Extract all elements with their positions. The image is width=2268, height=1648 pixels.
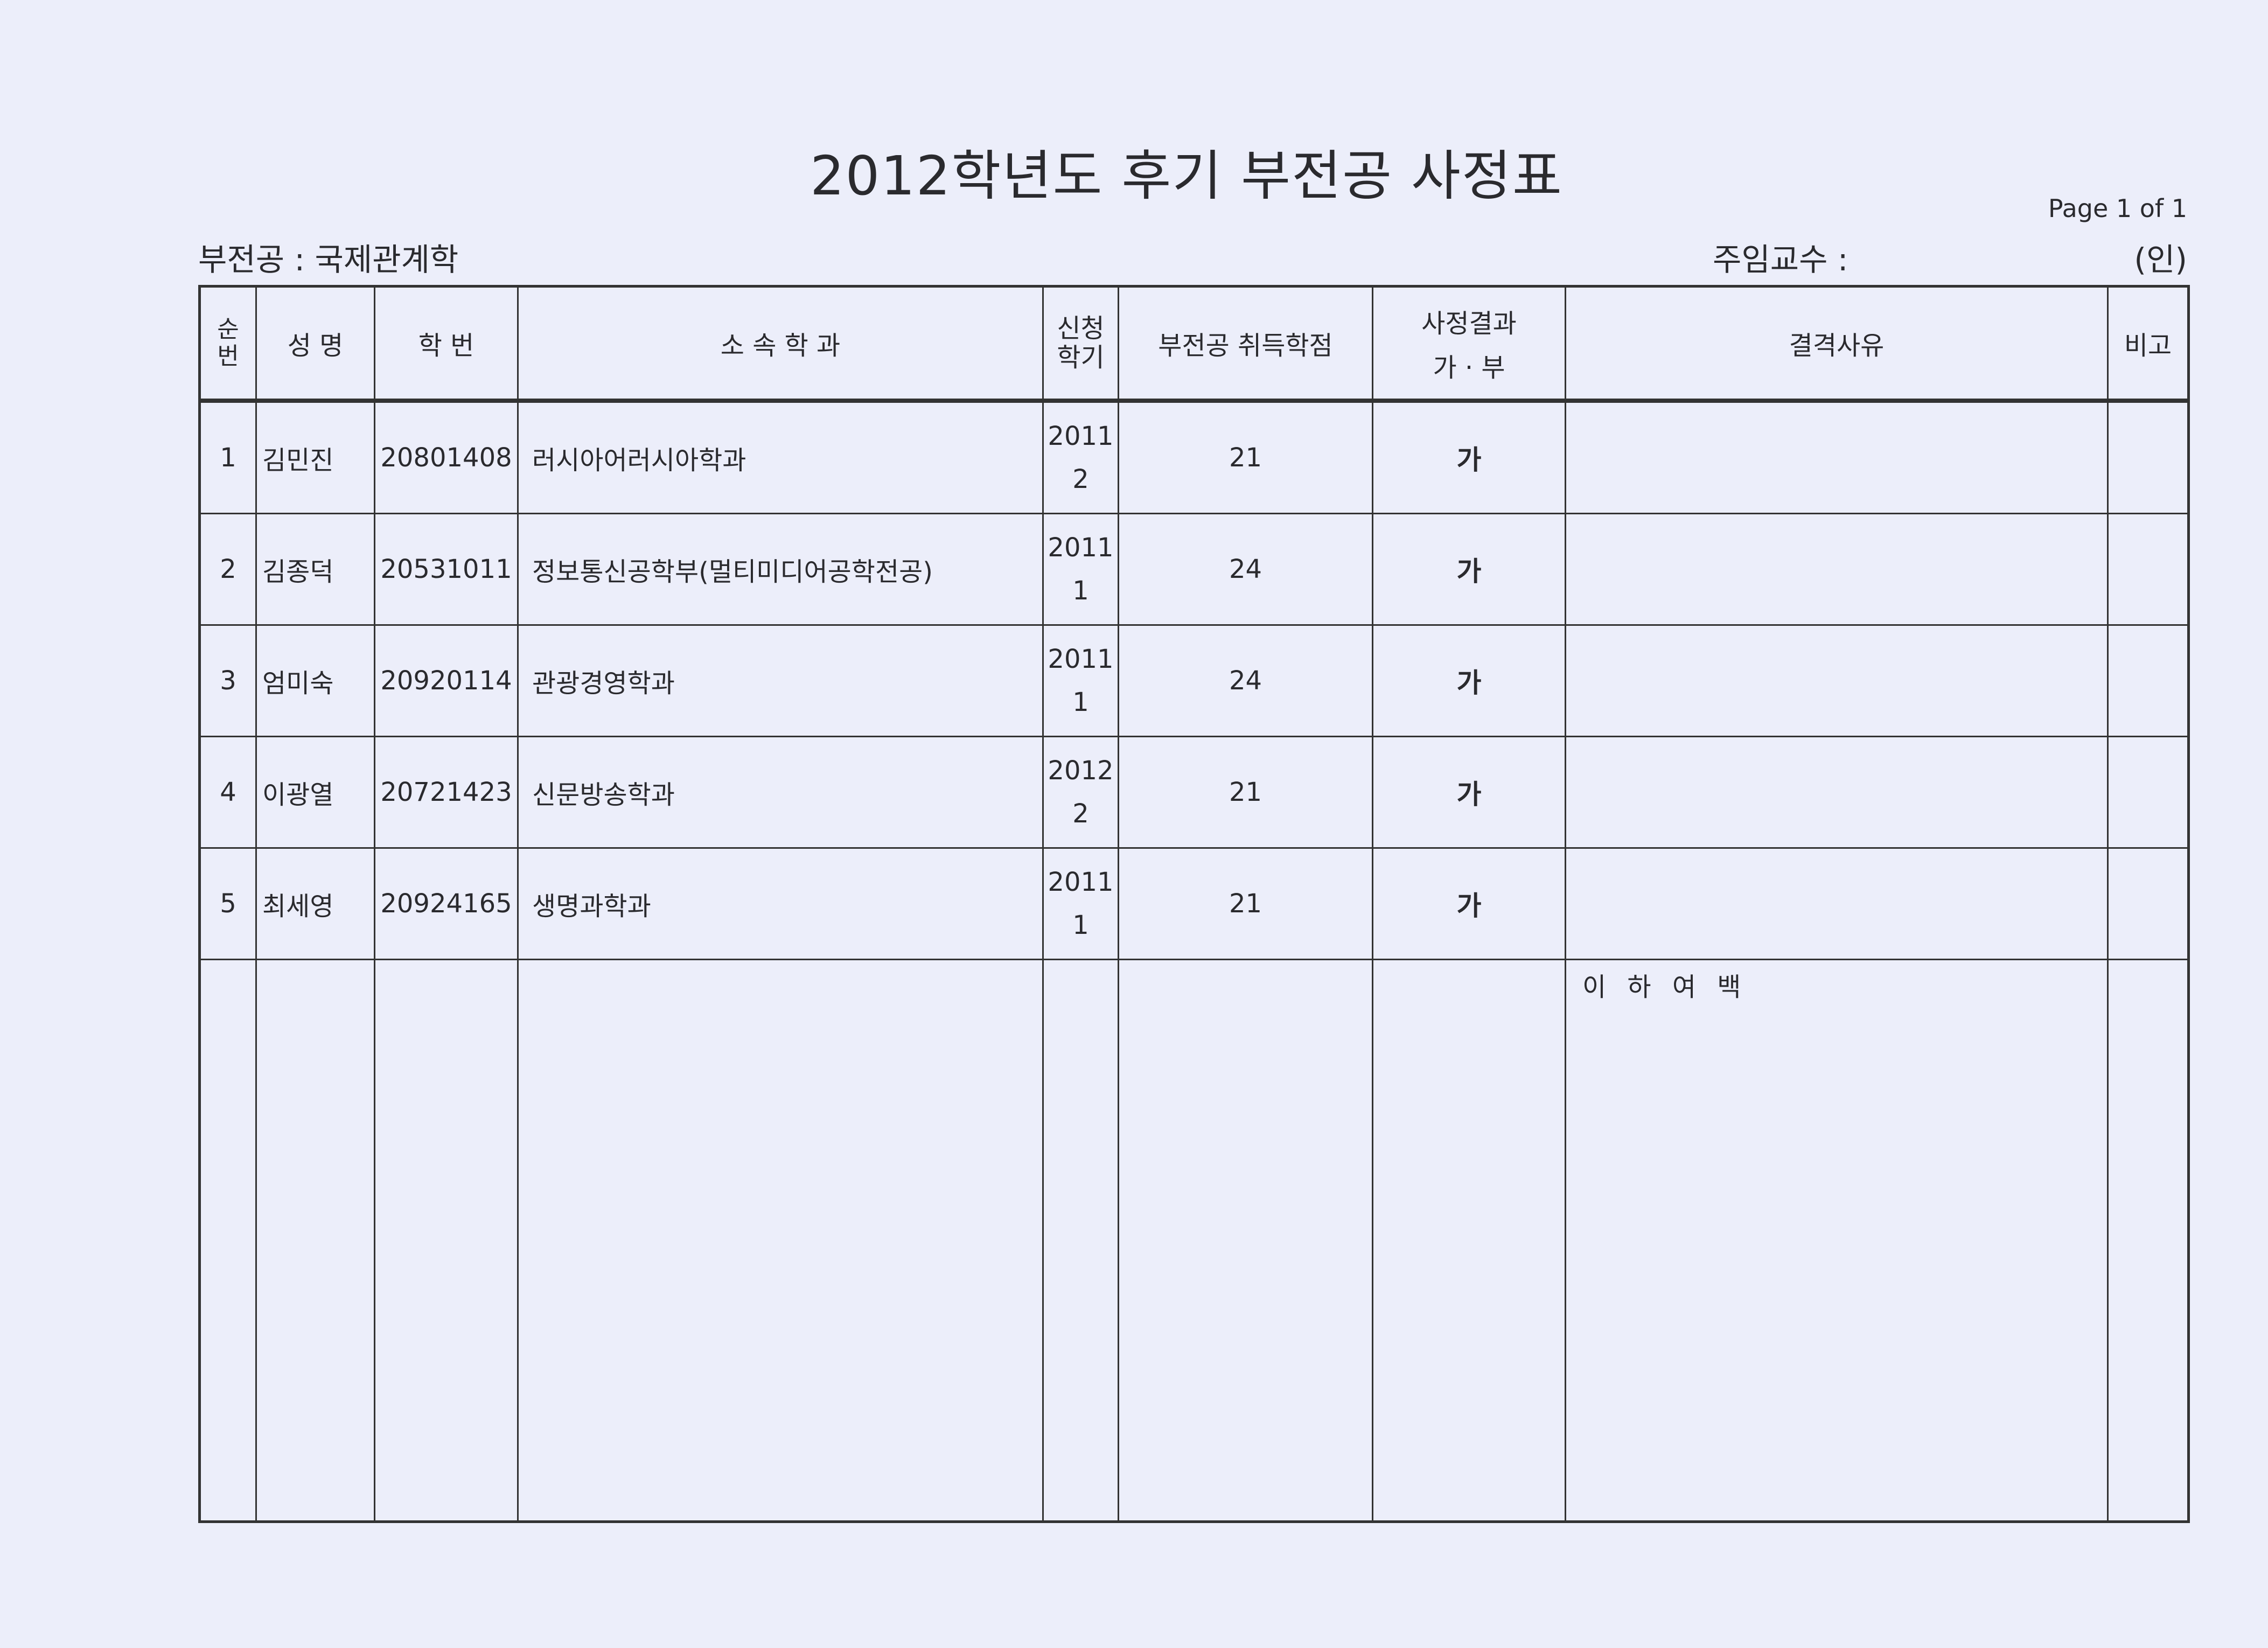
- header-result-label: 사정결과: [1421, 309, 1517, 339]
- cell-semester: 2011 2: [1042, 400, 1119, 514]
- cell-no: 2: [199, 513, 257, 626]
- blank-cell: [1118, 959, 1373, 1523]
- cell-term: 1: [1072, 576, 1089, 606]
- cell-result: 가: [1372, 847, 1566, 960]
- cell-semester: 2011 1: [1042, 624, 1119, 737]
- cell-year: 2012: [1048, 756, 1114, 786]
- cell-department: 생명과학과: [517, 847, 1044, 960]
- cell-semester: 2012 2: [1042, 736, 1119, 849]
- cell-name: 김종덕: [255, 513, 375, 626]
- cell-reason: [1565, 847, 2109, 960]
- cell-no: 5: [199, 847, 257, 960]
- cell-no: 1: [199, 400, 257, 514]
- cell-result: 가: [1372, 736, 1566, 849]
- blank-row: 이 하 여 백: [199, 959, 2189, 1523]
- header-student-id: 학 번: [374, 285, 519, 402]
- header-no: 순번: [199, 285, 257, 402]
- cell-department: 관광경영학과: [517, 624, 1044, 737]
- header-reason: 결격사유: [1565, 285, 2109, 402]
- blank-cell: [199, 959, 257, 1523]
- minor-major-label: 부전공 : 국제관계학: [198, 241, 459, 278]
- header-semester: 신청 학기: [1042, 285, 1119, 402]
- blank-cell: [1042, 959, 1119, 1523]
- cell-student-id: 20721423: [374, 736, 519, 849]
- blank-cell: [255, 959, 375, 1523]
- cell-reason: [1565, 513, 2109, 626]
- cell-credits: 21: [1118, 400, 1373, 514]
- cell-reason: [1565, 736, 2109, 849]
- cell-semester: 2011 1: [1042, 847, 1119, 960]
- header-department: 소 속 학 과: [517, 285, 1044, 402]
- cell-student-id: 20801408: [374, 400, 519, 514]
- cell-name: 이광열: [255, 736, 375, 849]
- table-row: 2 김종덕 20531011 정보통신공학부(멀티미디어공학전공) 2011 1 …: [199, 513, 2189, 626]
- cell-result: 가: [1372, 400, 1566, 514]
- cell-reason: [1565, 400, 2109, 514]
- blank-cell: [517, 959, 1044, 1523]
- cell-result: 가: [1372, 624, 1566, 737]
- blank-cell: [2107, 959, 2189, 1523]
- cell-note: [2107, 736, 2189, 849]
- cell-student-id: 20924165: [374, 847, 519, 960]
- cell-name: 최세영: [255, 847, 375, 960]
- table-row: 5 최세영 20924165 생명과학과 2011 1 21 가: [199, 847, 2189, 960]
- cell-name: 엄미숙: [255, 624, 375, 737]
- blank-cell: [374, 959, 519, 1523]
- cell-year: 2011: [1048, 421, 1114, 451]
- blank-cell: [1372, 959, 1566, 1523]
- header-note: 비고: [2107, 285, 2189, 402]
- cell-note: [2107, 624, 2189, 737]
- cell-note: [2107, 400, 2189, 514]
- cell-note: [2107, 513, 2189, 626]
- page-title: 2012학년도 후기 부전공 사정표: [810, 144, 1563, 207]
- cell-credits: 21: [1118, 736, 1373, 849]
- cell-term: 1: [1072, 910, 1089, 940]
- cell-student-id: 20920114: [374, 624, 519, 737]
- cell-department: 신문방송학과: [517, 736, 1044, 849]
- cell-note: [2107, 847, 2189, 960]
- header-result-sub: 가 · 부: [1433, 353, 1505, 383]
- cell-result: 가: [1372, 513, 1566, 626]
- cell-term: 2: [1072, 464, 1089, 494]
- cell-reason: [1565, 624, 2109, 737]
- cell-semester: 2011 1: [1042, 513, 1119, 626]
- blank-remark: 이 하 여 백: [1565, 959, 2109, 1523]
- cell-student-id: 20531011: [374, 513, 519, 626]
- cell-name: 김민진: [255, 400, 375, 514]
- cell-department: 정보통신공학부(멀티미디어공학전공): [517, 513, 1044, 626]
- cell-year: 2011: [1048, 533, 1114, 563]
- cell-year: 2011: [1048, 867, 1114, 897]
- cell-no: 4: [199, 736, 257, 849]
- table-row: 3 엄미숙 20920114 관광경영학과 2011 1 24 가: [199, 624, 2189, 737]
- cell-term: 1: [1072, 687, 1089, 717]
- cell-term: 2: [1072, 799, 1089, 829]
- cell-credits: 24: [1118, 624, 1373, 737]
- cell-credits: 24: [1118, 513, 1373, 626]
- seal-label: (인): [2134, 241, 2187, 278]
- cell-no: 3: [199, 624, 257, 737]
- table-row: 4 이광열 20721423 신문방송학과 2012 2 21 가: [199, 736, 2189, 849]
- header-name: 성 명: [255, 285, 375, 402]
- cell-department: 러시아어러시아학과: [517, 400, 1044, 514]
- professor-label: 주임교수 :: [1713, 241, 1848, 278]
- header-credits: 부전공 취득학점: [1118, 285, 1373, 402]
- page-number: Page 1 of 1: [2048, 194, 2187, 223]
- table-row: 1 김민진 20801408 러시아어러시아학과 2011 2 21 가: [199, 400, 2189, 514]
- cell-year: 2011: [1048, 644, 1114, 674]
- cell-credits: 21: [1118, 847, 1373, 960]
